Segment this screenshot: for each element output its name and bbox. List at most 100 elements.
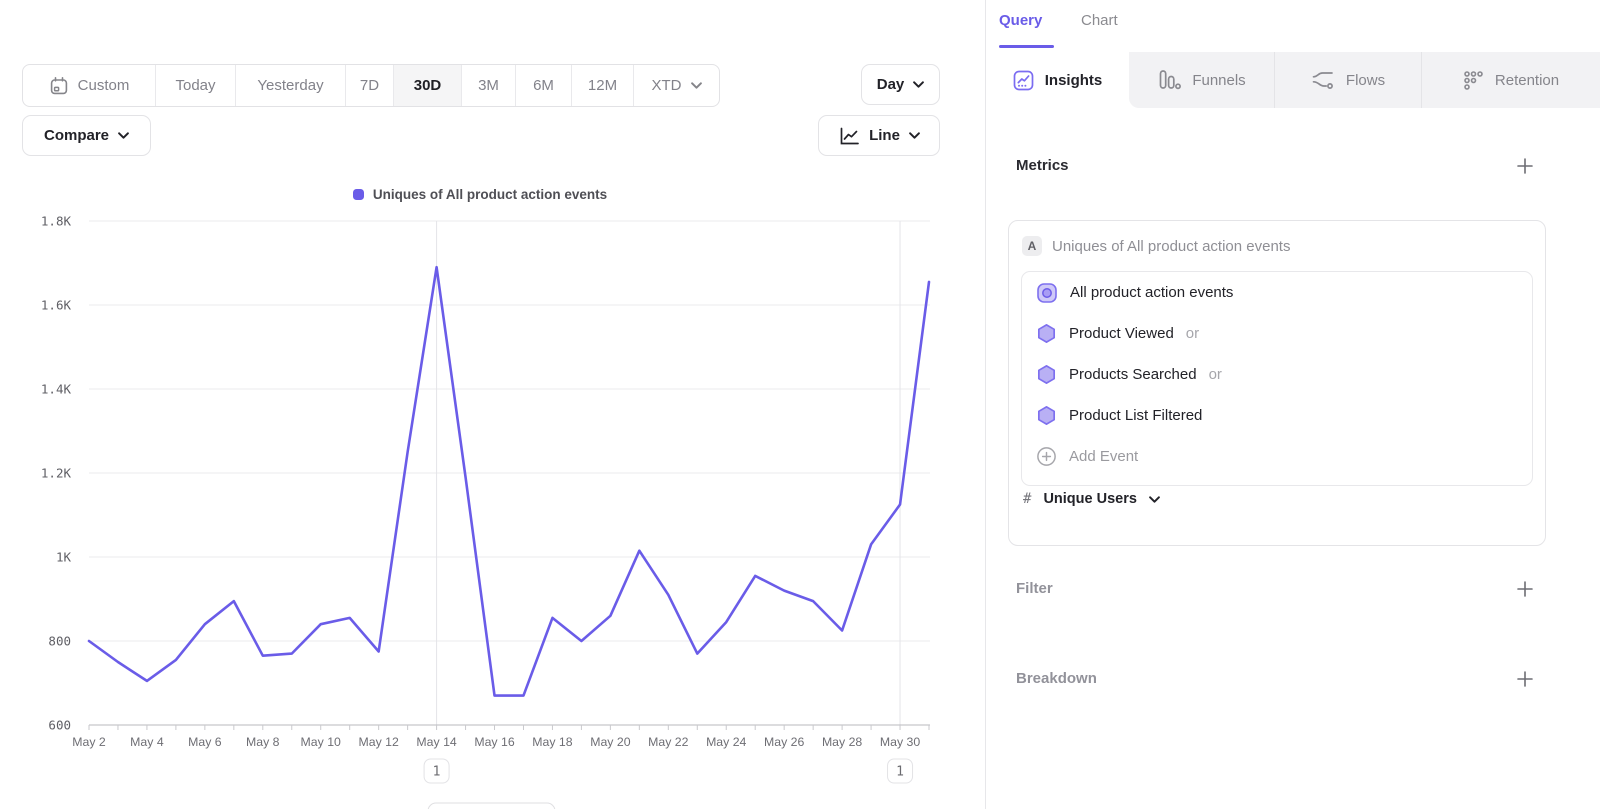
calendar-icon [49,76,69,96]
hexagon-event-icon [1036,323,1057,344]
event-or-suffix: or [1209,366,1222,383]
tab-flows[interactable]: Flows [1274,52,1421,108]
event-row-all-product-action-events[interactable]: All product action events [1022,272,1532,313]
measurement-label: Unique Users [1043,491,1136,507]
range-label: 7D [360,77,379,94]
retention-icon [1463,70,1484,91]
event-label: Product Viewed [1069,325,1174,342]
x-axis-tick-label: May 20 [590,735,630,749]
x-axis-tick-label: May 12 [358,735,398,749]
legend-swatch [353,189,364,200]
y-axis-tick-label: 600 [48,718,71,733]
insights-icon [1013,70,1034,91]
event-row-product-viewed[interactable]: Product Viewed or [1022,313,1532,354]
granularity-label: Day [877,76,905,93]
range-label: 12M [588,77,617,94]
metric-card: A Uniques of All product action events A… [1008,220,1546,546]
range-6m[interactable]: 6M [516,65,572,106]
legend-label: Uniques of All product action events [373,187,607,202]
x-axis-tick-label: May 24 [706,735,746,749]
chart-type-label: Line [869,127,900,144]
report-type-tabs: Insights Funnels Flows [986,52,1600,108]
range-xtd[interactable]: XTD [634,65,719,106]
insights-line-chart[interactable]: 600 800 1K 1.2K 1.4K 1.6K 1.8K May 2 May 4 May 6 M… [0,205,985,809]
compare-button[interactable]: Compare [22,115,151,156]
x-axis-tick-label: May 18 [532,735,572,749]
x-axis-tick-label: May 4 [130,735,164,749]
tab-query[interactable]: Query [999,12,1042,29]
range-custom[interactable]: Custom [23,65,156,106]
metric-badge: A [1022,236,1042,256]
range-label: 30D [414,77,442,94]
add-filter-plus-icon[interactable] [1516,580,1534,598]
y-axis-tick-label: 1.4K [41,382,72,397]
event-label: Product List Filtered [1069,407,1202,424]
event-label: Products Searched [1069,366,1197,383]
annotation-marker-label[interactable]: 1 [896,765,904,780]
x-axis-tick-label: May 6 [188,735,222,749]
range-7d[interactable]: 7D [346,65,394,106]
range-yesterday[interactable]: Yesterday [236,65,346,106]
flows-icon [1311,70,1335,90]
event-row-product-list-filtered[interactable]: Product List Filtered [1022,395,1532,436]
x-axis-tick-label: May 2 [72,735,106,749]
y-axis-tick-label: 1.2K [41,466,72,481]
events-list: All product action events Product Viewed… [1021,271,1533,486]
tab-funnels[interactable]: Funnels [1129,52,1274,108]
tab-label: Flows [1346,72,1385,89]
event-row-products-searched[interactable]: Products Searched or [1022,354,1532,395]
metrics-section-title: Metrics [1016,157,1069,174]
tab-retention[interactable]: Retention [1421,52,1600,108]
event-or-suffix: or [1186,325,1199,342]
metric-title: Uniques of All product action events [1052,238,1290,255]
chevron-down-icon [909,132,920,139]
x-axis-tick-label: May 22 [648,735,688,749]
range-label: Yesterday [257,77,323,94]
x-axis-tick-label: May 14 [416,735,456,749]
tab-insights[interactable]: Insights [986,52,1129,108]
series-line[interactable] [89,267,929,695]
range-label: Custom [78,77,130,94]
range-label: 6M [533,77,554,94]
range-label: Today [175,77,215,94]
measurement-selector[interactable]: # Unique Users [1023,491,1160,507]
x-axis-tick-label: May 30 [880,735,920,749]
chevron-down-icon [118,132,129,139]
y-axis-tick-label: 1.6K [41,298,72,313]
granularity-button[interactable]: Day [861,64,940,105]
range-today[interactable]: Today [156,65,236,106]
x-axis-tick-label: May 26 [764,735,804,749]
range-30d[interactable]: 30D [394,65,462,106]
range-12m[interactable]: 12M [572,65,634,106]
add-breakdown-plus-icon[interactable] [1516,670,1534,688]
add-metric-plus-icon[interactable] [1516,157,1534,175]
annotation-marker-label[interactable]: 1 [433,765,441,780]
hexagon-event-icon [1036,405,1057,426]
funnels-icon [1157,69,1181,91]
range-label: 3M [478,77,499,94]
add-event-label: Add Event [1069,448,1138,465]
report-canvas: Custom Today Yesterday 7D 30D 3M 6M 12M … [0,0,985,809]
range-3m[interactable]: 3M [462,65,516,106]
tab-label: Retention [1495,72,1559,89]
range-label: XTD [652,77,682,94]
add-event-button[interactable]: Add Event [1022,436,1532,477]
y-axis-tick-label: 800 [48,634,71,649]
line-chart-icon [838,125,860,147]
x-axis-tick-label: May 16 [474,735,514,749]
add-circle-icon [1036,446,1057,467]
tab-chart[interactable]: Chart [1081,12,1118,29]
filter-section-title: Filter [1016,580,1053,597]
x-axis-tick-label: May 8 [246,735,280,749]
y-axis-tick-label: 1K [56,550,72,565]
compare-label: Compare [44,127,109,144]
clipped-annotation-popover [428,803,555,809]
query-builder-panel: Query Chart Insights Funnels [985,0,1600,809]
all-events-icon [1036,282,1058,304]
inactive-tabs-group: Funnels Flows Retenti [1129,52,1600,108]
y-axis-tick-label: 1.8K [41,214,72,229]
active-tab-underline [999,45,1054,48]
chevron-down-icon [691,82,702,89]
x-axis-tick-label: May 28 [822,735,862,749]
chart-type-button[interactable]: Line [818,115,940,156]
